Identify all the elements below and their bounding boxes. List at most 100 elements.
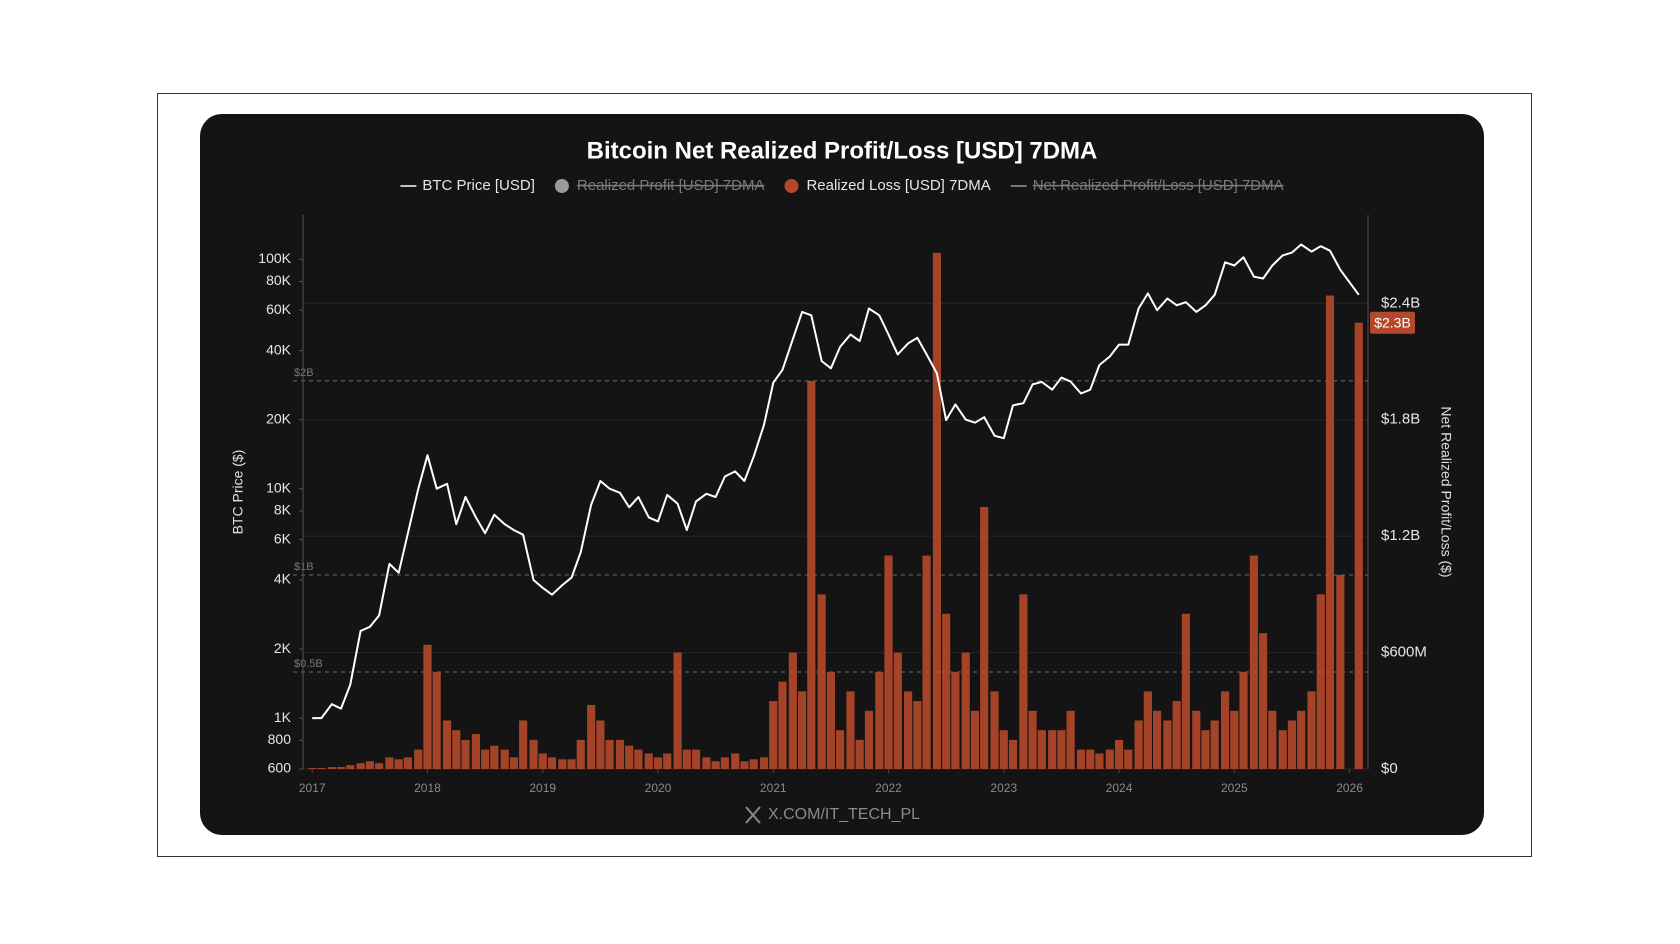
bar (374, 763, 384, 769)
bar (711, 761, 720, 769)
bar (490, 745, 499, 769)
y-tick-label: 8K (274, 502, 292, 518)
x-tick-label: 2021 (760, 781, 787, 795)
price-line (312, 243, 1360, 720)
bar (942, 613, 951, 769)
bar (759, 757, 769, 769)
bar (1287, 720, 1297, 769)
x-tick-label: 2022 (875, 781, 902, 795)
legend: BTC Price [USD] Realized Profit [USD] 7DM… (400, 177, 1284, 194)
x-tick-label: 2023 (990, 781, 1017, 795)
bar (365, 761, 374, 769)
bar (1259, 633, 1268, 769)
bar (875, 671, 884, 769)
bar (461, 739, 470, 769)
bar (1105, 749, 1114, 769)
bar (644, 753, 653, 769)
bar (634, 749, 643, 769)
bar (414, 749, 423, 769)
bar (1057, 730, 1066, 769)
bar (500, 749, 509, 769)
legend-marker (554, 179, 569, 193)
bar (1048, 730, 1057, 769)
bar (327, 767, 336, 769)
bar (1066, 710, 1075, 769)
bar (1095, 753, 1104, 769)
bar (1028, 710, 1037, 769)
bar (1230, 710, 1239, 769)
y-tick-label: 4K (274, 571, 292, 587)
y-tick-label: 20K (266, 410, 292, 426)
y-tick-label: 6K (274, 530, 292, 546)
bar (922, 555, 931, 769)
bar (596, 720, 605, 769)
y-tick-label: 2K (274, 640, 292, 656)
reference-label: $2B (294, 367, 314, 379)
bar (625, 745, 634, 769)
y-tick-label: 60K (266, 301, 292, 317)
bar (769, 701, 778, 769)
current-value-label: $2.3B (1374, 314, 1411, 330)
bar (884, 555, 893, 769)
bar (961, 652, 970, 769)
bar (1201, 730, 1210, 769)
bar (1086, 749, 1095, 769)
bar (702, 757, 711, 769)
bar (423, 644, 432, 769)
y2-tick-label: $2.4B (1381, 294, 1420, 311)
bar (653, 757, 663, 769)
legend-label: Net Realized Profit/Loss [USD] 7DMA (1033, 177, 1284, 194)
bar (1249, 555, 1258, 769)
bar (970, 710, 980, 769)
bar (1278, 730, 1287, 769)
bar (356, 763, 365, 769)
y2-tick-label: $0 (1381, 760, 1398, 777)
bar (904, 691, 913, 769)
y-tick-label: 80K (266, 272, 292, 288)
bar (452, 730, 461, 769)
bar (932, 252, 942, 770)
bar (749, 759, 758, 769)
legend-marker (784, 179, 799, 193)
bar (587, 704, 596, 769)
bar (471, 734, 480, 769)
bar (1037, 730, 1046, 769)
bar (403, 757, 412, 769)
bar (951, 671, 960, 769)
bar (1239, 671, 1248, 769)
bar (1172, 701, 1181, 769)
legend-item: Realized Loss [USD] 7DMA (784, 177, 991, 194)
chart-title: Bitcoin Net Realized Profit/Loss [USD] 7… (587, 137, 1098, 164)
bar (442, 720, 452, 769)
legend-label: BTC Price [USD] (422, 177, 535, 194)
x-tick-label: 2018 (414, 781, 441, 795)
bar (682, 749, 691, 769)
bar (558, 759, 567, 769)
x-tick-label: 2025 (1221, 781, 1248, 795)
x-tick-label: 2017 (299, 781, 326, 795)
bar (797, 691, 807, 769)
bar (1316, 594, 1325, 769)
bar (691, 749, 701, 769)
x-logo (745, 806, 761, 824)
bar (1076, 749, 1086, 769)
bar (1325, 295, 1335, 769)
bar (481, 749, 490, 769)
y2-tick-label: $600M (1381, 644, 1427, 661)
bar (1210, 720, 1219, 769)
legend-item: Realized Profit [USD] 7DMA (554, 177, 765, 194)
bar (846, 691, 855, 769)
bar (1220, 691, 1230, 769)
y-tick-label: 10K (266, 479, 292, 495)
x-tick-label: 2026 (1336, 781, 1363, 795)
x-tick-label: 2020 (645, 781, 672, 795)
bar (1354, 322, 1363, 769)
bar (720, 757, 729, 769)
bar (1019, 594, 1028, 769)
bar (731, 753, 740, 769)
bar (1297, 710, 1306, 769)
y2-axis-label: Net Realized Profit/Loss ($) (1438, 406, 1454, 577)
legend-label: Realized Profit [USD] 7DMA (577, 177, 765, 194)
